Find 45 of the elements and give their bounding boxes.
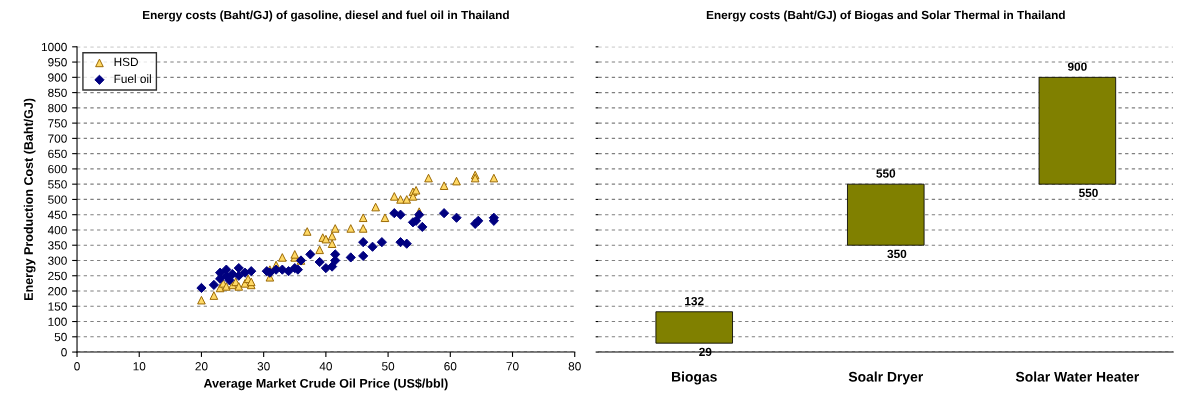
y-tick-label: 800 xyxy=(48,103,67,113)
y-tick-label: 500 xyxy=(48,195,67,204)
y-tick-label: 1000 xyxy=(41,42,67,52)
chart-title: Energy costs (Baht/GJ) of gasoline, diesel and fuel oil in Thailand xyxy=(143,10,509,22)
y-tick-label: 0 xyxy=(61,348,67,357)
annotation: 29 xyxy=(699,347,712,357)
y-tick-label: 650 xyxy=(48,149,67,159)
y-tick-label: 550 xyxy=(48,180,67,189)
y-tick-label: 50 xyxy=(54,332,67,342)
legend-label: Fuel oil xyxy=(114,74,151,84)
x-tick-label: 10 xyxy=(133,362,146,371)
x-tick-label: Solar Water Heater xyxy=(1015,371,1140,382)
annotation: 550 xyxy=(876,169,896,178)
annotation: 550 xyxy=(1078,188,1098,198)
x-tick-label: 60 xyxy=(444,362,457,371)
x-tick-label: 40 xyxy=(319,362,332,371)
annotation: 350 xyxy=(887,249,907,259)
y-tick-label: 450 xyxy=(47,210,67,220)
y-tick-label: 250 xyxy=(48,271,67,281)
y-tick-label: 200 xyxy=(48,287,67,296)
y-tick-label: 850 xyxy=(48,88,67,97)
y-tick-label: 600 xyxy=(48,164,67,174)
annotation: 900 xyxy=(1067,62,1087,71)
x-tick-label: 20 xyxy=(195,362,208,371)
x-tick-label: 30 xyxy=(257,362,270,371)
y-tick-label: 750 xyxy=(48,119,67,128)
y-tick-label: 950 xyxy=(48,58,67,67)
x-axis-title: Average Market Crude Oil Price (US$/bbl) xyxy=(203,378,448,391)
y-tick-label: 700 xyxy=(48,134,67,143)
legend-label: HSD xyxy=(114,57,138,67)
x-tick-label: Biogas xyxy=(671,371,717,385)
y-tick-label: 300 xyxy=(48,256,67,265)
y-tick-label: 350 xyxy=(48,241,67,250)
x-tick-label: 0 xyxy=(74,362,80,371)
chart-title: Energy costs (Baht/GJ) of Biogas and Solar Thermal in Thailand xyxy=(706,10,1065,22)
y-tick-label: 150 xyxy=(48,302,67,311)
x-tick-label: Soalr Dryer xyxy=(848,371,924,385)
x-tick-label: 50 xyxy=(381,362,395,371)
y-tick-label: 400 xyxy=(47,225,67,235)
y-tick-label: 100 xyxy=(48,317,67,326)
x-tick-label: 80 xyxy=(568,362,581,371)
x-tick-label: 70 xyxy=(506,362,519,371)
y-tick-label: 900 xyxy=(48,73,67,82)
y-axis-title: Energy Production Cost (Baht/GJ) xyxy=(23,98,36,300)
annotation: 132 xyxy=(685,296,704,306)
